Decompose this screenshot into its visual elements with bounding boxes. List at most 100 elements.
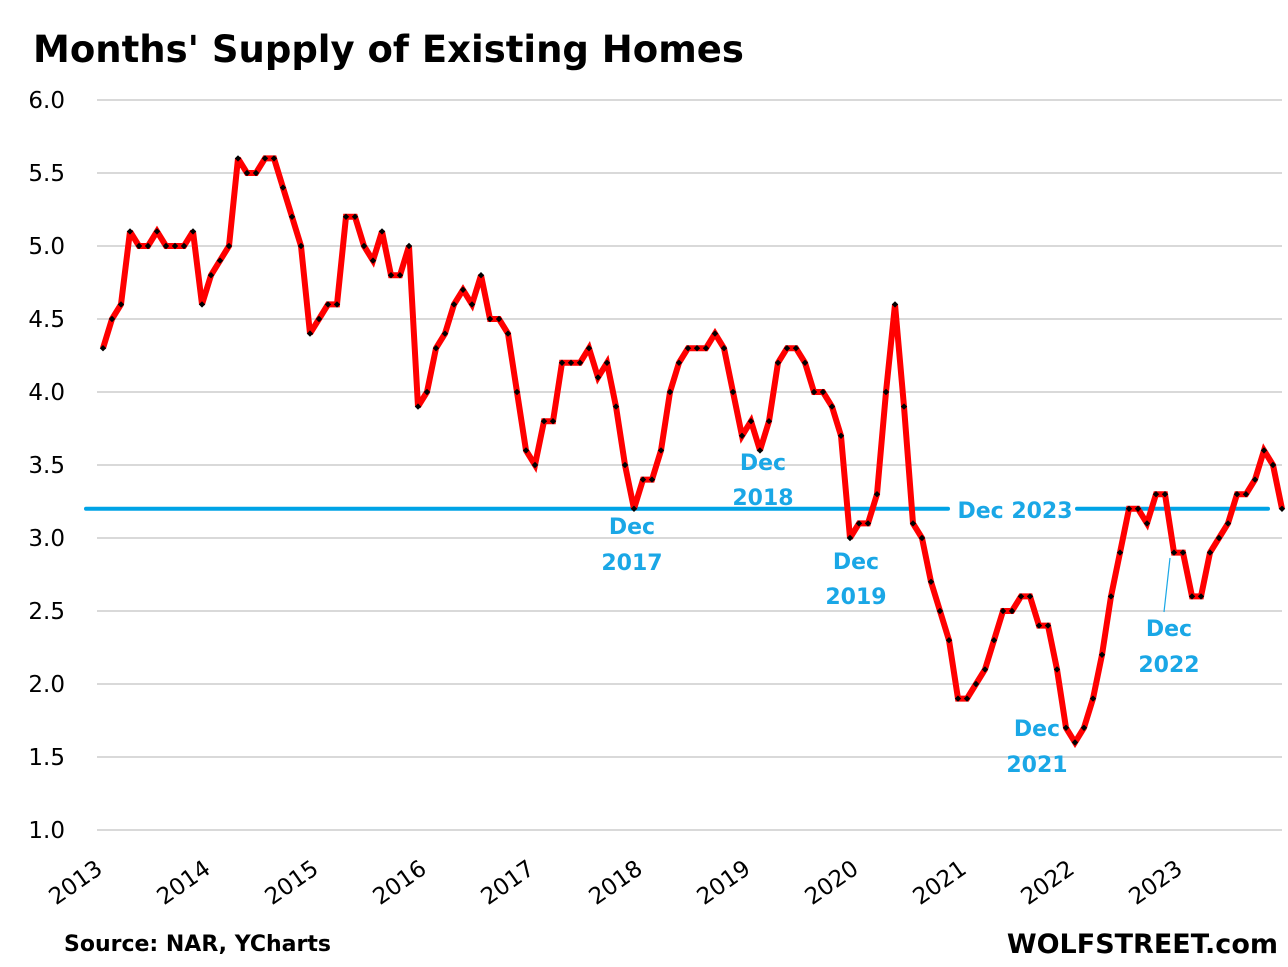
data-point: [153, 228, 161, 235]
data-point: [135, 242, 143, 250]
data-point: [1098, 651, 1106, 658]
data-point: [1215, 534, 1223, 542]
data-point: [189, 228, 197, 235]
data-point: [756, 447, 764, 454]
data-point: [774, 359, 782, 366]
data-point: [540, 418, 548, 425]
y-tick-label: 4.0: [28, 380, 65, 406]
data-point: [432, 345, 440, 352]
data-point: [1278, 505, 1286, 512]
data-point: [729, 388, 737, 396]
data-point: [873, 491, 881, 498]
data-point: [702, 345, 710, 352]
data-point: [1206, 549, 1214, 556]
y-tick-label: 1.5: [28, 745, 65, 771]
data-point: [234, 155, 242, 162]
data-point: [171, 242, 179, 250]
annotation-month: Dec: [1146, 617, 1192, 642]
data-point: [549, 418, 557, 425]
data-point: [108, 315, 116, 323]
data-point: [1125, 505, 1133, 512]
data-point: [738, 432, 746, 439]
x-tick-label: 2018: [585, 856, 648, 911]
series-line: [100, 155, 1285, 749]
data-point: [342, 213, 350, 220]
annotation-year: 2017: [601, 551, 662, 576]
data-point: [684, 345, 692, 352]
data-point: [450, 301, 458, 308]
data-point: [522, 447, 530, 454]
data-point: [459, 286, 467, 293]
data-point: [225, 242, 233, 250]
data-point: [1062, 724, 1070, 731]
chart-title: Months' Supply of Existing Homes: [33, 28, 744, 71]
data-point: [1143, 520, 1151, 527]
data-point: [144, 242, 152, 250]
data-point: [594, 374, 602, 381]
annotation-month: Dec: [1014, 717, 1060, 742]
data-point: [1089, 695, 1097, 702]
data-point: [846, 534, 854, 542]
data-point: [990, 637, 998, 644]
data-point: [1044, 622, 1052, 629]
data-point: [972, 680, 980, 688]
data-point: [747, 418, 755, 425]
data-point: [828, 403, 836, 410]
annotation-month: Dec: [833, 550, 879, 575]
y-tick-label: 5.0: [28, 234, 65, 260]
data-point: [1233, 491, 1241, 498]
data-point: [486, 315, 494, 323]
annotations: Dec 2017 Dec 2018 Dec 2019 Dec 2021 Dec 2022: [601, 451, 1199, 778]
data-point: [1269, 461, 1277, 469]
data-point: [675, 359, 683, 366]
x-tick-label: 2017: [477, 856, 540, 911]
data-point: [630, 505, 638, 512]
data-point: [1161, 491, 1169, 498]
data-point: [1080, 724, 1088, 731]
data-point: [198, 301, 206, 308]
data-point: [783, 345, 791, 352]
data-point: [558, 359, 566, 366]
data-point: [252, 169, 260, 177]
data-point: [801, 359, 809, 366]
x-tick-label: 2021: [909, 856, 972, 911]
data-point: [306, 330, 314, 337]
data-point: [360, 242, 368, 250]
data-point: [1107, 593, 1115, 600]
y-tick-label: 2.0: [28, 672, 65, 698]
data-point: [378, 228, 386, 235]
data-point: [495, 315, 503, 323]
series-group: [99, 155, 1286, 749]
data-point: [639, 476, 647, 483]
data-point: [1026, 593, 1034, 600]
data-point: [900, 403, 908, 410]
data-point: [279, 184, 287, 191]
data-point: [1008, 607, 1016, 615]
data-point: [864, 520, 872, 527]
data-point: [270, 155, 278, 162]
data-point: [423, 388, 431, 396]
data-point: [180, 242, 188, 250]
data-point: [207, 272, 215, 279]
data-point: [162, 242, 170, 250]
data-point: [1224, 520, 1232, 527]
data-point: [1260, 447, 1268, 454]
data-point: [981, 666, 989, 673]
data-point: [1116, 549, 1124, 556]
x-tick-label: 2022: [1017, 856, 1080, 911]
data-point: [513, 388, 521, 396]
data-point: [693, 345, 701, 352]
annotation-month: Dec: [740, 451, 786, 476]
data-point: [261, 155, 269, 162]
data-point: [711, 330, 719, 337]
data-point: [585, 345, 593, 352]
data-point: [882, 388, 890, 396]
data-point: [396, 272, 404, 279]
y-tick-label: 4.5: [28, 307, 65, 333]
data-point: [1035, 622, 1043, 629]
data-point: [936, 607, 944, 615]
data-point: [1071, 739, 1079, 746]
data-point: [468, 301, 476, 308]
data-point: [648, 476, 656, 483]
data-point: [918, 534, 926, 542]
